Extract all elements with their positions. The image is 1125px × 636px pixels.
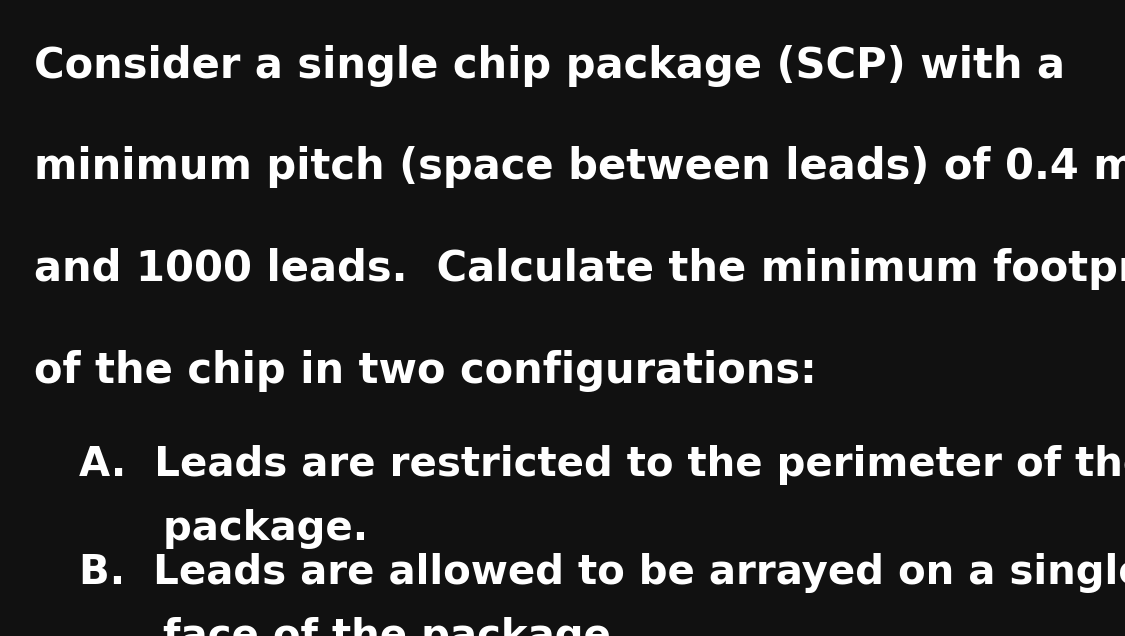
Text: and 1000 leads.  Calculate the minimum footprint: and 1000 leads. Calculate the minimum fo… <box>34 248 1125 290</box>
Text: face of the package.: face of the package. <box>79 617 626 636</box>
Text: package.: package. <box>79 509 368 549</box>
Text: of the chip in two configurations:: of the chip in two configurations: <box>34 350 817 392</box>
Text: Consider a single chip package (SCP) with a: Consider a single chip package (SCP) wit… <box>34 45 1064 86</box>
Text: minimum pitch (space between leads) of 0.4 mm: minimum pitch (space between leads) of 0… <box>34 146 1125 188</box>
Text: A.  Leads are restricted to the perimeter of the: A. Leads are restricted to the perimeter… <box>79 445 1125 485</box>
Text: B.  Leads are allowed to be arrayed on a single: B. Leads are allowed to be arrayed on a … <box>79 553 1125 593</box>
